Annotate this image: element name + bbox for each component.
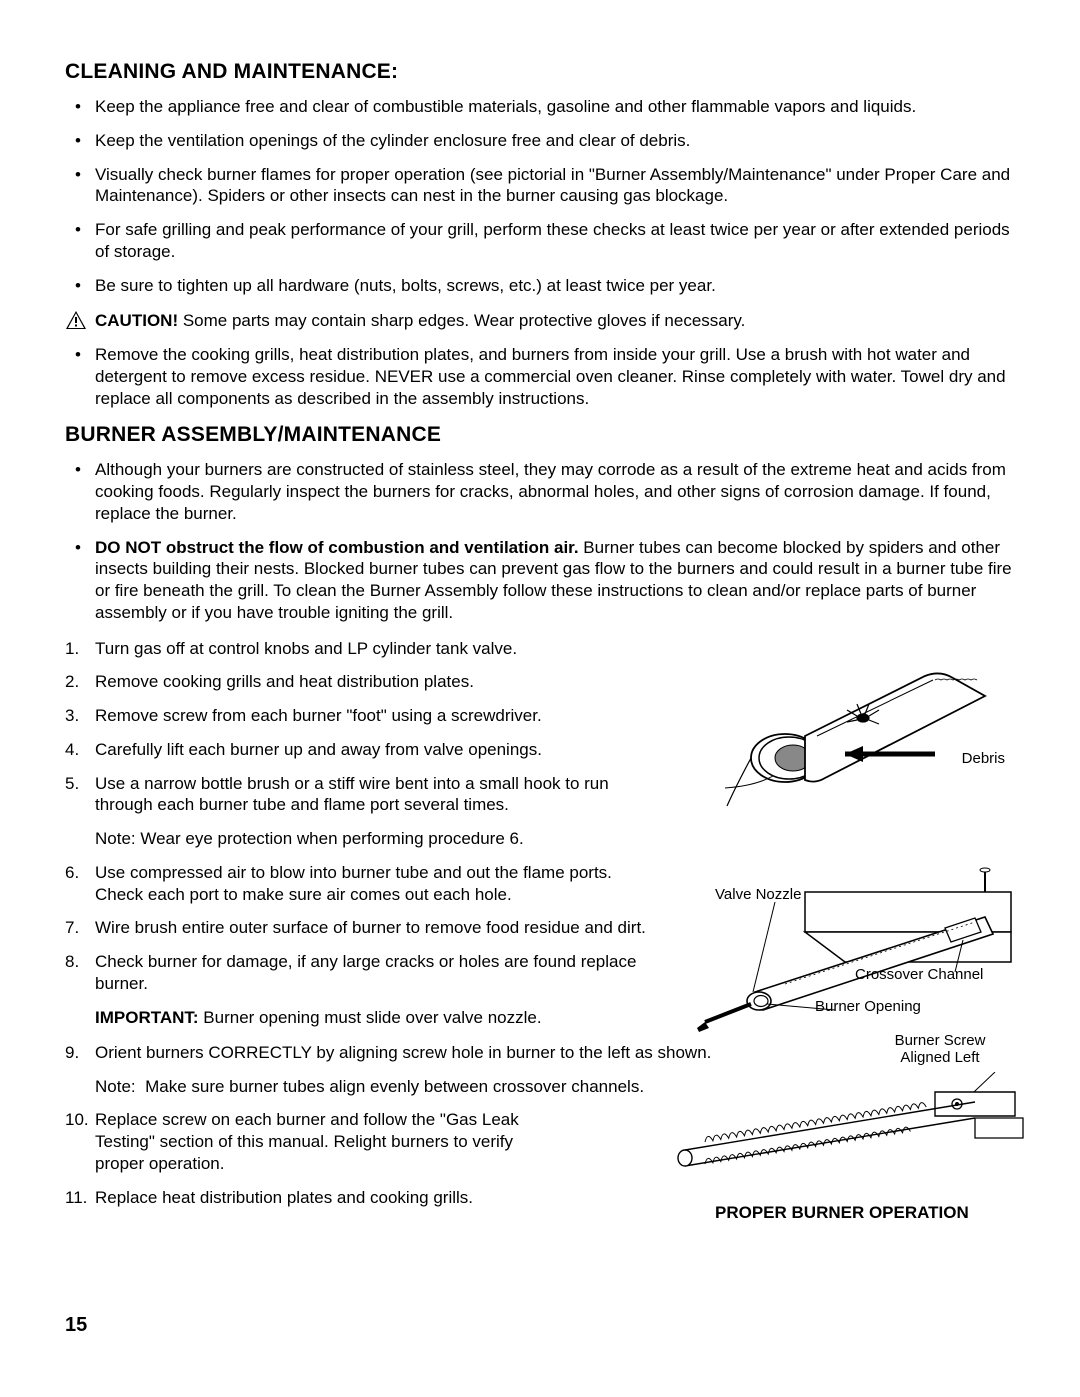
heading-burner: BURNER ASSEMBLY/MAINTENANCE (65, 423, 1015, 447)
steps-list-b: Use compressed air to blow into burner t… (65, 862, 675, 995)
step: Replace screw on each burner and follow … (65, 1109, 565, 1174)
page-number: 15 (65, 1314, 87, 1337)
bullet: Remove the cooking grills, heat distribu… (65, 344, 1015, 409)
caption-proper-burner: PROPER BURNER OPERATION (715, 1203, 1025, 1223)
step: Use compressed air to blow into burner t… (65, 862, 635, 906)
step: Replace heat distribution plates and coo… (65, 1187, 565, 1209)
burner-bullets: Although your burners are constructed of… (65, 459, 1015, 623)
step: Wire brush entire outer surface of burne… (65, 917, 675, 939)
bullet: Keep the ventilation openings of the cyl… (65, 130, 1015, 152)
warning-icon (65, 310, 87, 330)
caution-line: CAUTION! Some parts may contain sharp ed… (65, 310, 1015, 332)
cleaning-bullets-a: Keep the appliance free and clear of com… (65, 96, 1015, 296)
bullet: Although your burners are constructed of… (65, 459, 1015, 524)
caution-text: Some parts may contain sharp edges. Wear… (178, 311, 745, 330)
label-burner-opening: Burner Opening (815, 998, 921, 1015)
step: Remove cooking grills and heat distribut… (65, 671, 715, 693)
step: Carefully lift each burner up and away f… (65, 739, 715, 761)
bullet: DO NOT obstruct the flow of combustion a… (65, 537, 1015, 624)
bullet: Visually check burner flames for proper … (65, 164, 1015, 208)
caution-bold: CAUTION! (95, 311, 178, 330)
steps-list-c: Orient burners CORRECTLY by aligning scr… (65, 1042, 1015, 1064)
step: Use a narrow bottle brush or a stiff wir… (65, 773, 635, 817)
important-line: IMPORTANT: Burner opening must slide ove… (95, 1007, 675, 1029)
figure-debris: Debris (725, 658, 1015, 808)
bullet: For safe grilling and peak performance o… (65, 219, 1015, 263)
figure-valve: Valve Nozzle Crossover Channel Burner Op… (685, 862, 1015, 1042)
bullet: Be sure to tighten up all hardware (nuts… (65, 275, 1015, 297)
step: Check burner for damage, if any large cr… (65, 951, 675, 995)
step: Turn gas off at control knobs and LP cyl… (65, 638, 715, 660)
step: Orient burners CORRECTLY by aligning scr… (65, 1042, 815, 1064)
steps-list: Turn gas off at control knobs and LP cyl… (65, 638, 715, 817)
bullet: Keep the appliance free and clear of com… (65, 96, 1015, 118)
note-eye-protection: Note: Wear eye protection when performin… (95, 828, 715, 850)
figure-proper-burner: Burner Screw Aligned Left PROPER BUR (675, 1072, 1025, 1223)
step: Remove screw from each burner "foot" usi… (65, 705, 715, 727)
label-valve-nozzle: Valve Nozzle (715, 886, 801, 903)
heading-cleaning: CLEANING AND MAINTENANCE: (65, 60, 1015, 84)
cleaning-bullets-b: Remove the cooking grills, heat distribu… (65, 344, 1015, 409)
label-crossover: Crossover Channel (855, 966, 983, 983)
label-debris: Debris (962, 750, 1005, 767)
label-burner-screw: Burner Screw Aligned Left (875, 1032, 1005, 1067)
